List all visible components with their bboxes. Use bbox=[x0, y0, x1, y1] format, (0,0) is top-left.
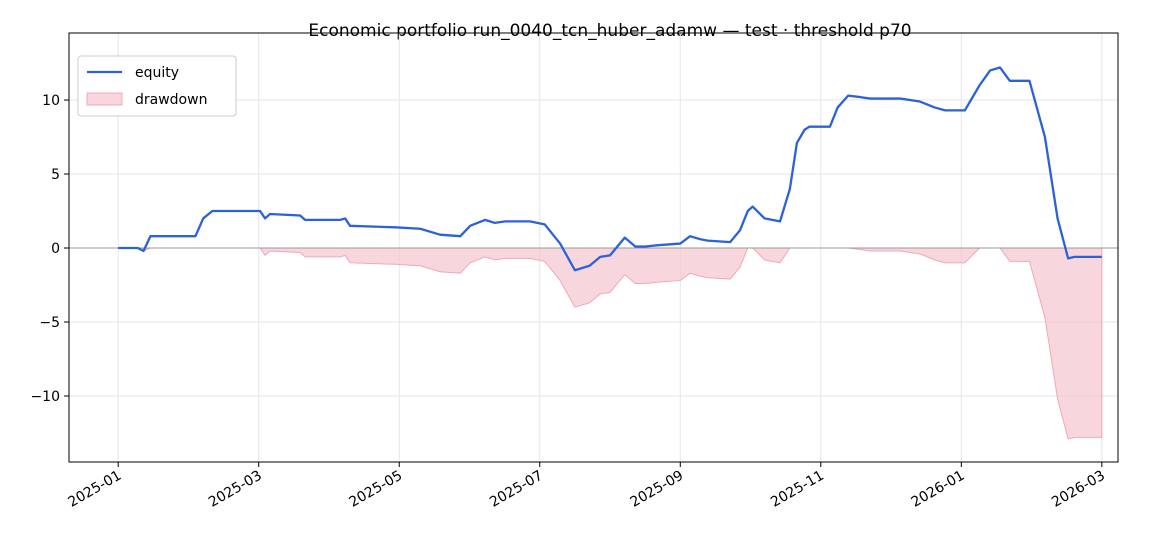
legend-label: equity bbox=[135, 65, 179, 81]
chart-title: Economic portfolio run_0040_tcn_huber_ad… bbox=[308, 21, 911, 41]
x-tick-label: 2025-03 bbox=[206, 468, 265, 511]
x-tick-label: 2025-09 bbox=[628, 468, 687, 511]
y-tick-label: −5 bbox=[39, 315, 60, 331]
plot-frame bbox=[68, 32, 1119, 463]
y-tick-label: 0 bbox=[51, 241, 60, 257]
x-tick-label: 2026-03 bbox=[1049, 468, 1108, 511]
x-tick-label: 2026-01 bbox=[909, 468, 968, 511]
x-tick-label: 2025-05 bbox=[347, 468, 406, 511]
y-tick-label: 10 bbox=[42, 93, 60, 109]
y-tick-label: −10 bbox=[30, 389, 60, 405]
legend-label: drawdown bbox=[135, 92, 207, 108]
x-tick-label: 2025-07 bbox=[487, 468, 546, 511]
y-tick-label: 5 bbox=[51, 167, 60, 183]
x-tick-label: 2025-01 bbox=[66, 468, 125, 511]
x-tick-label: 2025-11 bbox=[768, 468, 827, 511]
drawdown-area bbox=[118, 247, 1103, 440]
equity-line bbox=[118, 66, 1102, 272]
legend-swatch bbox=[86, 92, 123, 106]
